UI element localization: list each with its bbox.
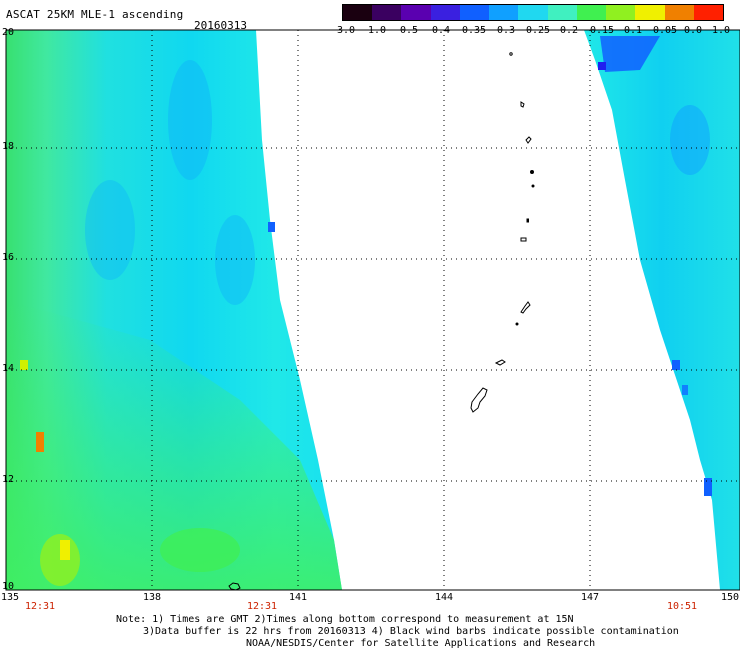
lat-label: 14: [2, 363, 15, 374]
colorbar-label: -3.0: [330, 25, 356, 36]
right-swath: [584, 30, 740, 590]
colorbar-segment: [343, 5, 373, 20]
colorbar-label: -0.4: [425, 25, 451, 36]
colorbar-segment: [401, 5, 431, 20]
lon-label: 150: [720, 592, 740, 603]
colorbar-segment: [606, 5, 636, 20]
pass-time-label: 12:31: [24, 601, 56, 612]
lon-label: 141: [288, 592, 308, 603]
colorbar-label: 0.0: [683, 25, 703, 36]
colorbar-segment: [430, 5, 460, 20]
lat-label: 12: [2, 474, 15, 485]
lat-label: 18: [2, 141, 15, 152]
note-line-1: Note: 1) Times are GMT 2)Times along bot…: [116, 614, 574, 625]
note-line-2: 3)Data buffer is 22 hrs from 20160313 4)…: [143, 626, 679, 637]
coastline-islands: [228, 52, 535, 591]
colorbar-label: -0.3: [490, 25, 516, 36]
left-swath: [6, 30, 342, 590]
colorbar-segment: [547, 5, 577, 20]
colorbar-segment: [518, 5, 548, 20]
lat-label: 20: [2, 27, 15, 38]
colorbar-segment: [576, 5, 607, 20]
colorbar-segment: [635, 5, 665, 20]
pass-time-label: 10:51: [666, 601, 698, 612]
lat-label: 16: [2, 252, 15, 263]
colorbar-segment: [664, 5, 694, 20]
colorbar-label: -1.0: [361, 25, 387, 36]
lat-label: 10: [2, 581, 15, 592]
colorbar-segment: [459, 5, 490, 20]
colorbar-segment: [489, 5, 519, 20]
note-line-3: NOAA/NESDIS/Center for Satellite Applica…: [246, 638, 596, 649]
colorbar-label: -0.25: [519, 25, 551, 36]
lon-label: 144: [434, 592, 454, 603]
lon-label: 138: [142, 592, 162, 603]
map-frame: [5, 29, 740, 591]
colorbar-segment: [372, 5, 402, 20]
colorbar-label: -0.5: [393, 25, 419, 36]
map-date: 20160313: [194, 19, 247, 32]
colorbar-segment: [693, 5, 724, 20]
lon-label: 135: [0, 592, 20, 603]
colorbar-label: -0.35: [455, 25, 487, 36]
colorbar-label: -0.1: [617, 25, 643, 36]
map-title: ASCAT 25KM MLE-1 ascending: [6, 8, 184, 21]
colorbar-label: 1.0: [711, 25, 731, 36]
colorbar-label: -0.05: [646, 25, 678, 36]
lon-label: 147: [580, 592, 600, 603]
colorbar-label: -0.15: [583, 25, 615, 36]
pass-time-label: 12:31: [246, 601, 278, 612]
colorbar: [342, 4, 724, 21]
colorbar-label: -0.2: [553, 25, 579, 36]
graticule: [6, 30, 740, 590]
